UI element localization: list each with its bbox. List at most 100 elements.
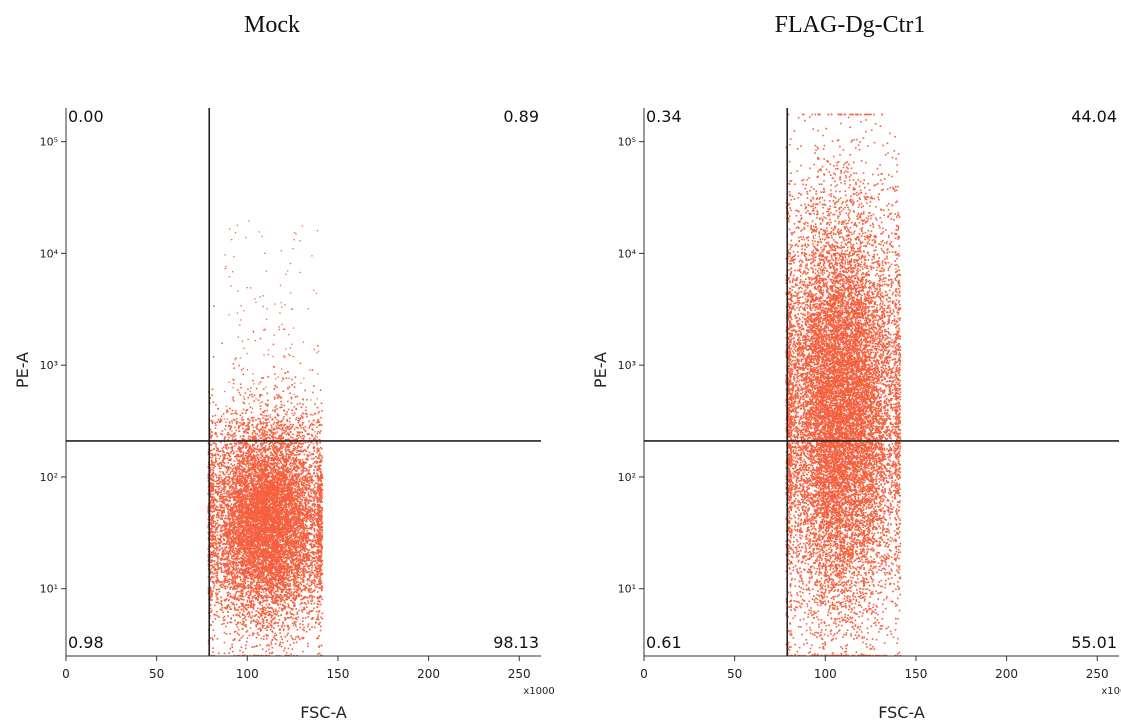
event-dot — [249, 482, 252, 484]
event-dot — [209, 469, 211, 471]
event-dot — [299, 509, 302, 512]
event-dot — [213, 566, 215, 568]
event-dot — [263, 435, 266, 437]
event-dot — [283, 455, 285, 457]
event-dot — [295, 620, 297, 623]
event-dot — [224, 558, 227, 560]
event-dot — [303, 479, 306, 482]
event-dot — [294, 529, 296, 531]
event-dot — [264, 451, 267, 454]
event-dot — [220, 569, 223, 571]
event-dot — [284, 571, 287, 573]
event-dot — [313, 602, 316, 605]
event-dot — [302, 471, 304, 474]
event-dot — [238, 449, 240, 451]
event-dot — [281, 638, 283, 641]
event-dot — [242, 456, 244, 459]
event-dot — [269, 481, 271, 484]
event-dot — [225, 535, 228, 538]
event-dot — [318, 461, 320, 463]
event-dot — [296, 486, 298, 488]
event-dot — [286, 566, 289, 568]
event-dot — [298, 522, 300, 525]
event-dot — [272, 482, 275, 485]
event-dot — [309, 454, 311, 456]
event-dot — [237, 614, 239, 617]
event-dot — [275, 579, 278, 582]
event-dot — [225, 425, 227, 427]
event-dot — [306, 579, 308, 582]
event-dot — [211, 564, 213, 566]
event-dot — [253, 394, 256, 396]
event-dot — [217, 509, 220, 511]
event-dot — [219, 419, 221, 422]
event-dot — [227, 467, 230, 469]
event-dot — [245, 534, 248, 536]
event-dot — [211, 394, 213, 396]
event-dot — [222, 562, 224, 565]
event-dot — [207, 525, 210, 527]
event-dot — [270, 426, 273, 429]
event-dot — [316, 508, 319, 511]
event-dot — [248, 464, 250, 467]
event-dot — [274, 432, 276, 434]
event-dot — [290, 402, 293, 404]
event-dot — [272, 446, 274, 448]
event-dot — [231, 446, 234, 449]
event-dot — [232, 588, 234, 591]
event-dot — [235, 539, 237, 541]
event-dot — [283, 493, 286, 496]
event-dot — [213, 448, 216, 450]
event-dot — [254, 548, 257, 550]
event-dot — [279, 641, 282, 644]
event-dot — [286, 411, 288, 413]
event-dot — [229, 487, 231, 490]
event-dot — [221, 512, 224, 515]
event-dot — [278, 596, 280, 599]
event-dot — [320, 549, 323, 551]
event-dot — [212, 590, 214, 592]
event-dot — [271, 535, 273, 538]
event-dot — [316, 536, 318, 538]
event-dot — [304, 502, 306, 504]
event-dot — [257, 616, 260, 618]
event-dot — [259, 602, 261, 604]
event-dot — [243, 467, 246, 469]
event-dot — [252, 569, 255, 571]
event-dot — [260, 437, 263, 439]
event-dot — [234, 511, 236, 513]
event-dot — [269, 471, 271, 474]
event-dot — [290, 441, 293, 444]
event-dot — [302, 483, 304, 485]
event-dot — [275, 521, 277, 524]
flow-panel-mock: Mock 0 50 100 150 200 250 x1000 10¹ 10² 10³ 10⁴ 10⁵… — [0, 0, 560, 724]
event-dot — [249, 537, 251, 539]
event-dot — [261, 444, 264, 446]
event-dot — [280, 445, 282, 448]
event-dot — [319, 569, 321, 571]
event-dot — [252, 572, 255, 574]
event-dot — [231, 522, 233, 524]
event-dot — [291, 637, 293, 639]
event-dot — [247, 584, 250, 586]
event-dot — [270, 616, 273, 619]
event-dot — [217, 564, 219, 566]
event-dot — [316, 518, 319, 520]
event-dot — [296, 395, 299, 398]
event-dot — [258, 612, 260, 614]
event-dot — [295, 584, 297, 587]
event-dot — [223, 462, 226, 464]
event-dot — [217, 555, 220, 558]
event-dot — [276, 431, 278, 433]
event-dot — [300, 406, 303, 408]
event-dot — [280, 454, 282, 457]
event-dot — [249, 445, 251, 447]
event-dot — [250, 585, 253, 588]
event-dot — [229, 551, 231, 553]
event-dot — [299, 528, 301, 530]
event-dot — [227, 550, 229, 552]
event-dot — [252, 465, 254, 468]
event-dot — [293, 614, 295, 616]
event-dot — [281, 502, 283, 504]
event-dot — [261, 624, 264, 626]
